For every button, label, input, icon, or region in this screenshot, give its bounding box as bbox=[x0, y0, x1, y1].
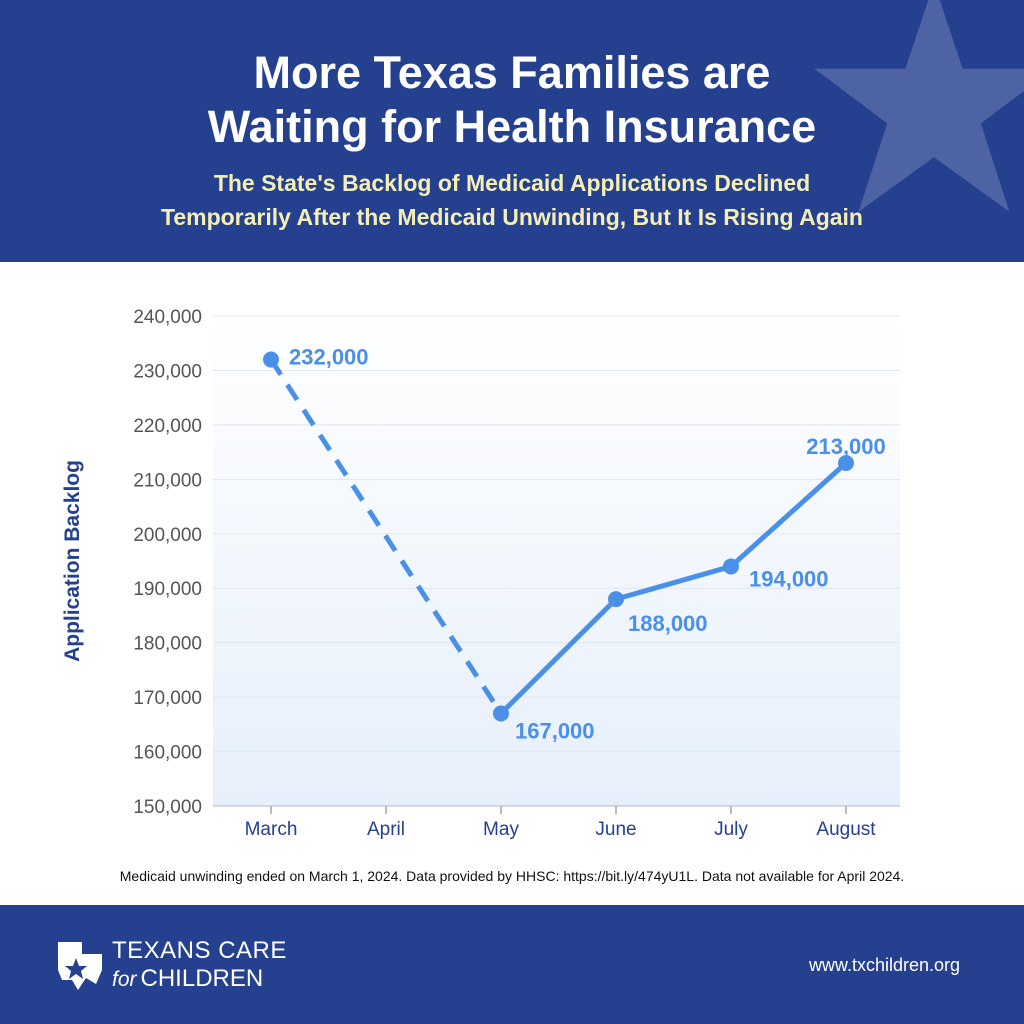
page-title: More Texas Families are Waiting for Heal… bbox=[0, 46, 1024, 154]
y-axis-label: Application Backlog bbox=[61, 460, 84, 662]
title-line-1: More Texas Families are bbox=[253, 47, 771, 98]
logo: TEXANS CARE for CHILDREN bbox=[56, 937, 287, 994]
logo-for: for bbox=[112, 968, 137, 991]
x-tick-label: May bbox=[483, 819, 519, 840]
data-point bbox=[608, 591, 624, 608]
footnote: Medicaid unwinding ended on March 1, 202… bbox=[119, 868, 905, 884]
website-link[interactable]: www.txchildren.org bbox=[808, 955, 960, 975]
header-banner: More Texas Families are Waiting for Heal… bbox=[0, 0, 1024, 262]
title-line-2: Waiting for Health Insurance bbox=[207, 101, 817, 152]
y-tick-label: 200,000 bbox=[133, 525, 202, 546]
data-point bbox=[493, 705, 509, 722]
y-tick-label: 190,000 bbox=[133, 579, 202, 600]
logo-line-1: TEXANS CARE bbox=[112, 937, 287, 964]
data-point bbox=[838, 455, 854, 471]
plot-area bbox=[213, 316, 900, 806]
logo-children: CHILDREN bbox=[140, 965, 264, 992]
star-decoration-icon bbox=[814, 0, 1024, 212]
y-tick-label: 220,000 bbox=[133, 416, 202, 437]
data-point bbox=[263, 351, 279, 368]
x-tick-label: June bbox=[595, 819, 636, 840]
y-tick-label: 240,000 bbox=[133, 307, 202, 328]
data-label: 194,000 bbox=[749, 566, 829, 591]
series-line-dashed bbox=[268, 358, 504, 715]
page-subtitle: The State's Backlog of Medicaid Applicat… bbox=[0, 166, 1024, 234]
subtitle-line-1: The State's Backlog of Medicaid Applicat… bbox=[213, 170, 811, 196]
y-tick-label: 160,000 bbox=[133, 743, 202, 764]
y-tick-label: 210,000 bbox=[133, 470, 202, 491]
footer-banner: TEXANS CARE for CHILDREN www.txchildren.o… bbox=[0, 905, 1024, 1024]
data-label: 188,000 bbox=[628, 611, 708, 636]
x-tick-label: March bbox=[245, 819, 298, 840]
x-tick-label: July bbox=[714, 819, 748, 840]
data-label: 213,000 bbox=[806, 434, 886, 459]
y-tick-label: 180,000 bbox=[133, 634, 202, 655]
data-point bbox=[723, 558, 739, 575]
data-label: 232,000 bbox=[289, 345, 369, 370]
y-tick-label: 150,000 bbox=[133, 797, 202, 818]
texas-star-logo-icon bbox=[58, 941, 102, 990]
line-chart: 150,000 160,000 170,000 180,000 190,000 200,0… bbox=[133, 307, 900, 840]
y-tick-label: 170,000 bbox=[133, 688, 202, 709]
subtitle-line-2: Temporarily After the Medicaid Unwinding… bbox=[161, 204, 863, 230]
y-tick-label: 230,000 bbox=[133, 361, 202, 382]
data-label: 167,000 bbox=[515, 718, 595, 743]
logo-text: TEXANS CARE for CHILDREN bbox=[112, 937, 287, 994]
series-line bbox=[499, 461, 848, 716]
x-tick-label: August bbox=[816, 819, 876, 840]
logo-line-2: for CHILDREN bbox=[112, 965, 287, 994]
x-tick-label: April bbox=[367, 819, 405, 840]
